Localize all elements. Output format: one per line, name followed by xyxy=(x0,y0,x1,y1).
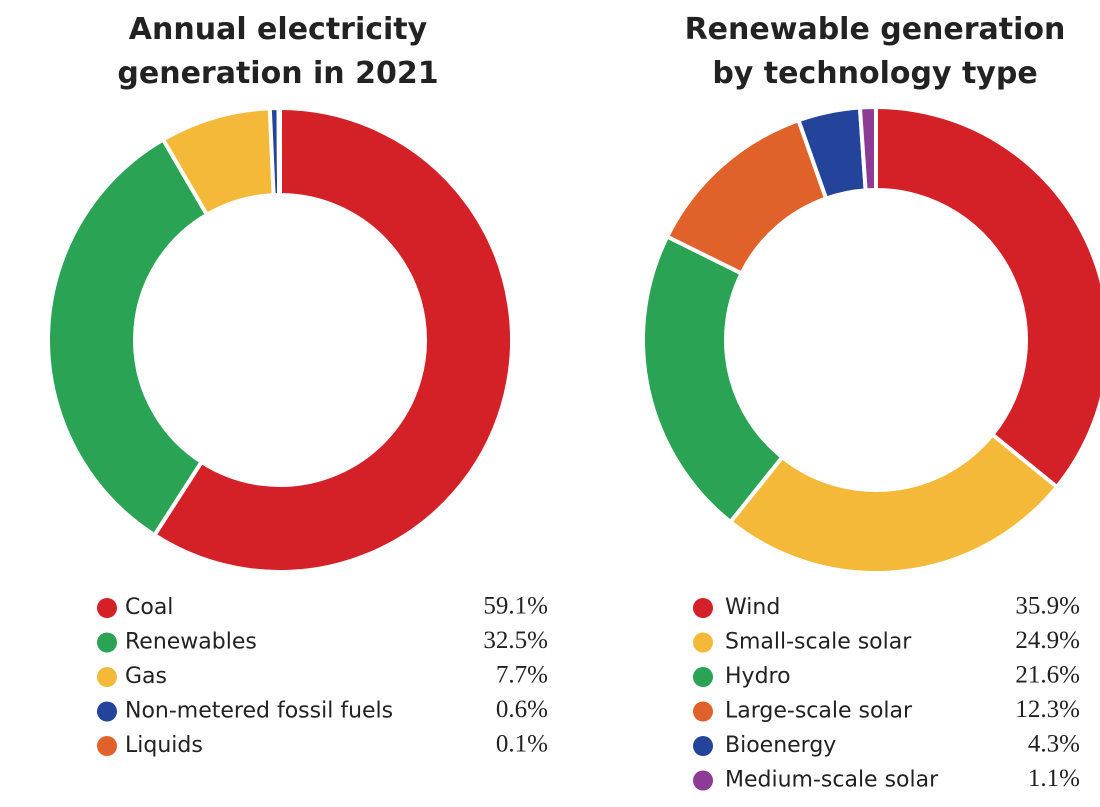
legend-marker xyxy=(97,667,117,687)
value-label: 7.7% xyxy=(496,662,548,689)
value-label: 0.1% xyxy=(496,731,548,758)
legend-marker xyxy=(97,598,117,618)
value-label: 59.1% xyxy=(483,593,548,620)
donut-slice xyxy=(727,431,1060,575)
value-label: 32.5% xyxy=(483,627,548,654)
legend-label: Renewables xyxy=(125,630,257,655)
value-label: 12.3% xyxy=(1015,696,1080,723)
legend-marker xyxy=(693,770,713,791)
legend-label: Coal xyxy=(125,595,173,620)
legend-marker xyxy=(97,632,117,653)
value-label: 24.9% xyxy=(1015,627,1080,654)
legend-marker xyxy=(97,701,117,722)
legend-label: Medium-scale solar xyxy=(725,768,939,793)
legend-label: Gas xyxy=(125,664,167,689)
chart-title: Renewable generation by technology type xyxy=(684,12,1066,91)
legend-marker xyxy=(693,632,713,653)
legend-marker xyxy=(693,701,713,722)
legend-label: Bioenergy xyxy=(725,733,836,758)
legend-marker xyxy=(693,736,713,756)
legend-marker xyxy=(693,667,713,687)
donut-slice xyxy=(874,104,1100,490)
value-label: 35.9% xyxy=(1015,593,1080,620)
legend-label: Non-metered fossil fuels xyxy=(125,699,393,724)
value-label: 1.1% xyxy=(1028,765,1080,792)
legend-marker xyxy=(693,598,713,618)
donut-slice xyxy=(857,104,878,193)
value-label: 21.6% xyxy=(1015,662,1080,689)
value-label: 0.6% xyxy=(496,696,548,723)
donut-slice xyxy=(276,105,282,198)
donut-slice xyxy=(641,233,786,525)
legend-label: Hydro xyxy=(725,664,791,689)
legend-label: Large-scale solar xyxy=(725,699,913,724)
legend-label: Liquids xyxy=(125,733,203,758)
legend-marker xyxy=(97,736,117,756)
donut-slice xyxy=(46,136,210,538)
donut-slice xyxy=(664,117,829,277)
legend-label: Small-scale solar xyxy=(725,630,912,655)
chart-title: Annual electricity generation in 2021 xyxy=(117,12,439,91)
value-label: 4.3% xyxy=(1028,731,1080,758)
donut-slice xyxy=(151,105,514,574)
legend-label: Wind xyxy=(725,595,780,620)
